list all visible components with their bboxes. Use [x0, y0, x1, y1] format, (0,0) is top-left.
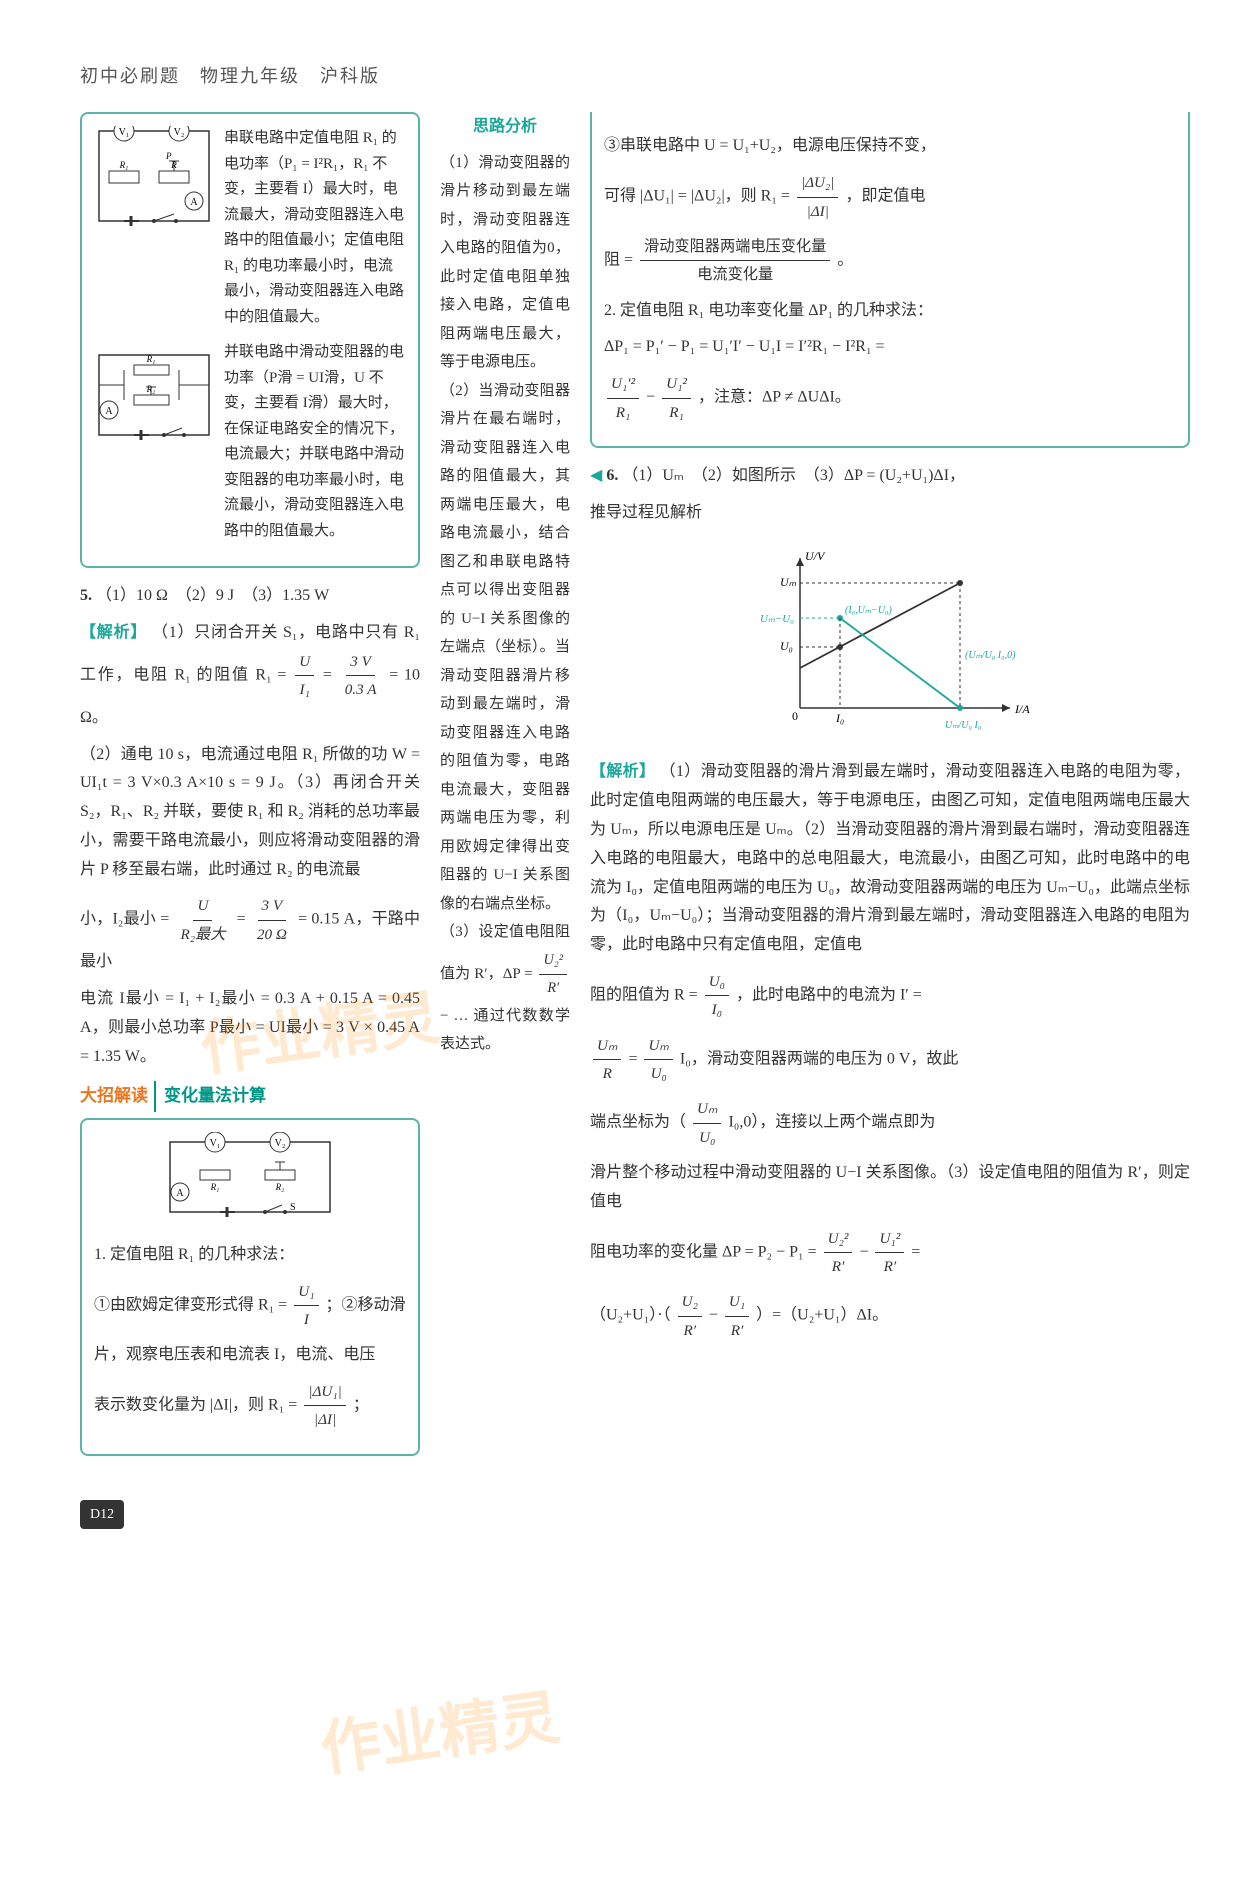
fraction: U₀I₀	[705, 968, 729, 1024]
technique-box: V₁ V₂ R₁ R₂ A S 1. 定值电阻 R₁ 的几种求法： ①由欧姆定律…	[80, 1118, 420, 1456]
fraction: U₁²R′	[875, 1225, 904, 1281]
marker-icon: ◀	[590, 467, 602, 484]
svg-text:Uₘ: Uₘ	[780, 575, 797, 589]
svg-text:P: P	[165, 151, 172, 161]
svg-text:V₂: V₂	[275, 1138, 286, 1149]
fraction: U₁′²R₁	[607, 370, 639, 426]
r-top-4: 2. 定值电阻 R₁ 电功率变化量 ΔP₁ 的几种求法：	[604, 297, 1176, 326]
svg-text:A: A	[190, 197, 198, 208]
q6-explain-4: 端点坐标为（ UₘU₀ I₀,0），连接以上两个端点即为	[590, 1095, 1190, 1151]
right-top-box: ③串联电路中 U = U₁+U₂，电源电压保持不变， 可得 |ΔU₁| = |Δ…	[590, 112, 1190, 448]
svg-text:R₁: R₁	[210, 1182, 220, 1192]
q5-explain-2: （2）通电 10 s，电流通过电阻 R₁ 所做的功 W = UI₁t = 3 V…	[80, 741, 420, 885]
fraction: UₘU₀	[693, 1095, 721, 1151]
svg-text:I/A: I/A	[1014, 702, 1030, 716]
q5-answer: 5. （1）10 Ω （2）9 J （3）1.35 W	[80, 582, 420, 611]
q5-answer-text: （1）10 Ω （2）9 J （3）1.35 W	[96, 587, 329, 604]
fraction: U₁²R₁	[662, 370, 691, 426]
tech-item3: 表示数变化量为 |ΔI|，则 R₁ = |ΔU₁||ΔI| ；	[94, 1378, 406, 1434]
fraction: UₘR	[593, 1032, 621, 1088]
q6-explain-7: （U₂+U₁）·（ U₂R′ − U₁R′ ）=（U₂+U₁）ΔI。	[590, 1288, 1190, 1344]
q6-answer: ◀ 6. （1）Uₘ （2）如图所示 （3）ΔP = (U₂+U₁)ΔI，	[590, 462, 1190, 491]
circuit-diagram-parallel: R₁ R₂ A	[94, 340, 214, 450]
q6-number: 6.	[606, 467, 618, 484]
svg-text:Uₘ/U₀ I₀: Uₘ/U₀ I₀	[945, 720, 982, 731]
svg-text:A: A	[105, 406, 113, 417]
svg-text:S: S	[290, 1202, 296, 1213]
svg-text:U/V: U/V	[805, 549, 826, 563]
fraction: 滑动变阻器两端电压变化量电流变化量	[640, 233, 830, 289]
circuit-diagram-tech: V₁ V₂ R₁ R₂ A S	[160, 1132, 340, 1222]
fraction: |ΔU₂||ΔI|	[797, 169, 839, 225]
r-top-5: ΔP₁ = P₁′ − P₁ = U₁′I′ − U₁I = I′²R₁ − I…	[604, 333, 1176, 362]
tech-item2: 片，观察电压表和电流表 I，电流、电压	[94, 1341, 406, 1370]
fraction: U₂R′	[678, 1288, 702, 1344]
q6-answer-2: 推导过程见解析	[590, 499, 1190, 528]
fraction: UₘU₀	[644, 1032, 672, 1088]
r-top-3: 阻 = 滑动变阻器两端电压变化量电流变化量 。	[604, 233, 1176, 289]
svg-text:V₁: V₁	[210, 1138, 221, 1149]
page-number: D12	[80, 1500, 124, 1529]
tech-title: 变化量法计算	[154, 1081, 266, 1112]
tech-item1a: ①由欧姆定律变形式得 R₁ = U₁I ；②移动滑	[94, 1278, 406, 1334]
q6-explain-2: 阻的阻值为 R = U₀I₀ ，此时电路中的电流为 I′ =	[590, 968, 1190, 1024]
fraction: UI₁	[295, 648, 314, 704]
fraction: U₁R′	[725, 1288, 749, 1344]
fraction: U₁I	[294, 1278, 318, 1334]
tech-label: 大招解读	[80, 1081, 148, 1112]
q6-explain-3: UₘR = UₘU₀ I₀，滑动变阻器两端的电压为 0 V，故此	[590, 1032, 1190, 1088]
page-header: 初中必刷题 物理九年级 沪科版	[80, 60, 1190, 92]
fraction: UR₂最大	[176, 892, 229, 948]
q5-number: 5.	[80, 587, 92, 604]
svg-text:R₂: R₂	[275, 1182, 285, 1192]
fraction: 3 V20 Ω	[253, 892, 291, 948]
q6-explain-1: 【解析】 （1）滑动变阻器的滑片滑到最左端时，滑动变阻器连入电路的电阻为零，此时…	[590, 758, 1190, 960]
mid-p2: （2）当滑动变阻器滑片在最右端时，滑动变阻器连入电路的阻值最大，其两端电压最大，…	[440, 377, 570, 919]
mid-p3: （3）设定值电阻阻值为 R′，ΔP = U₂²R′ − … 通过代数数学表达式。	[440, 918, 570, 1059]
svg-text:A: A	[176, 1188, 184, 1199]
explain-label: 【解析】	[590, 763, 655, 780]
q6-answer-text: （1）Uₘ （2）如图所示 （3）ΔP = (U₂+U₁)ΔI，	[622, 467, 965, 484]
q6-explain-6: 阻电功率的变化量 ΔP = P₂ − P₁ = U₂²R′ − U₁²R′ =	[590, 1225, 1190, 1281]
main-columns: V₁ V₂ R₁ R P A 串联电路中定值电阻 R₁ 的电功率（P₁ = I²…	[80, 112, 1190, 1469]
svg-text:V₁: V₁	[119, 127, 130, 138]
r-top-2: 可得 |ΔU₁| = |ΔU₂|，则 R₁ = |ΔU₂||ΔI| ，即定值电	[604, 169, 1176, 225]
tech-item1: 1. 定值电阻 R₁ 的几种求法：	[94, 1241, 406, 1270]
svg-text:(Uₘ/U₀ I₀,0): (Uₘ/U₀ I₀,0)	[965, 650, 1016, 661]
series-text: 串联电路中定值电阻 R₁ 的电功率（P₁ = I²R₁，R₁ 不变，主要看 I）…	[224, 126, 406, 330]
fraction: U₂²R′	[824, 1225, 853, 1281]
column-right: ③串联电路中 U = U₁+U₂，电源电压保持不变， 可得 |ΔU₁| = |Δ…	[590, 112, 1190, 1469]
q5-explain-4: 电流 I最小 = I₁ + I₂最小 = 0.3 A + 0.15 A = 0.…	[80, 985, 420, 1071]
q6-explain-5: 滑片整个移动过程中滑动变阻器的 U−I 关系图像。（3）设定值电阻的阻值为 R′…	[590, 1159, 1190, 1217]
parallel-text: 并联电路中滑动变阻器的电功率（P滑 = UI滑，U 不变，主要看 I滑）最大时，…	[224, 340, 406, 544]
r-top-6: U₁′²R₁ − U₁²R₁ ，注意：ΔP ≠ ΔUΔI。	[604, 370, 1176, 426]
q5-explain-3: 小，I₂最小 = UR₂最大 = 3 V20 Ω = 0.15 A，干路中最小	[80, 892, 420, 977]
r-top-1: ③串联电路中 U = U₁+U₂，电源电压保持不变，	[604, 132, 1176, 161]
svg-text:V₂: V₂	[174, 127, 185, 138]
fraction: U₂²R′	[539, 947, 567, 1002]
column-middle: 思路分析 （1）滑动变阻器的滑片移动到最左端时，滑动变阻器连入电路的阻值为0，此…	[440, 112, 570, 1469]
fraction: |ΔU₁||ΔI|	[304, 1378, 346, 1434]
svg-text:Uₘ−U₀: Uₘ−U₀	[760, 613, 794, 625]
explain-label: 【解析】	[80, 624, 147, 641]
technique-header: 大招解读 变化量法计算	[80, 1081, 420, 1112]
summary-box-1: V₁ V₂ R₁ R P A 串联电路中定值电阻 R₁ 的电功率（P₁ = I²…	[80, 112, 420, 568]
svg-text:I₀: I₀	[835, 711, 844, 725]
q5-explain-1: 【解析】 （1）只闭合开关 S₁，电路中只有 R₁ 工作，电阻 R₁ 的阻值 R…	[80, 619, 420, 732]
circuit-diagram-series: V₁ V₂ R₁ R P A	[94, 126, 214, 236]
svg-text:R₁: R₁	[146, 354, 156, 364]
fraction: 3 V0.3 A	[341, 648, 381, 704]
svg-text:(I₀,Uₘ−U₀): (I₀,Uₘ−U₀)	[845, 605, 893, 616]
watermark: 作业精灵	[314, 1664, 567, 1804]
analysis-heading: 思路分析	[440, 112, 570, 142]
mid-p1: （1）滑动变阻器的滑片移动到最左端时，滑动变阻器连入电路的阻值为0，此时定值电阻…	[440, 149, 570, 377]
column-left: V₁ V₂ R₁ R P A 串联电路中定值电阻 R₁ 的电功率（P₁ = I²…	[80, 112, 420, 1469]
svg-text:U₀: U₀	[780, 639, 793, 653]
ui-graph: I/A U/V 0 Uₘ U₀ Uₘ−U₀	[590, 538, 1190, 749]
svg-text:0: 0	[792, 709, 798, 723]
svg-text:R₁: R₁	[119, 160, 129, 170]
